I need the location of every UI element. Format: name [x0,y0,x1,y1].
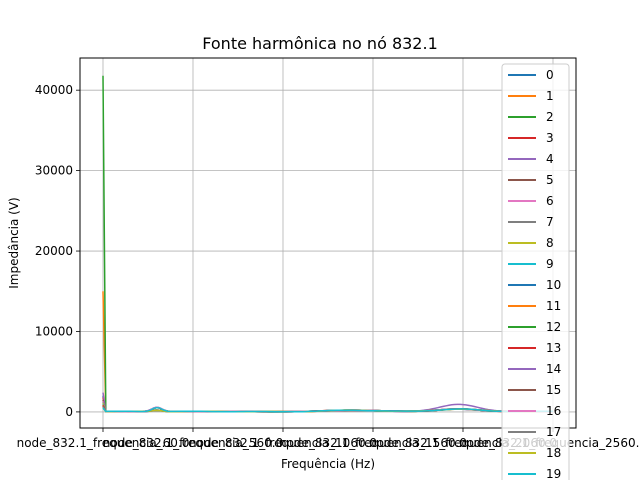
legend-label: 18 [546,446,561,460]
legend-label: 2 [546,110,554,124]
y-axis: 0 10000 20000 30000 40000 [35,83,80,419]
legend-label: 12 [546,320,561,334]
legend-label: 17 [546,425,561,439]
legend-label: 4 [546,152,554,166]
y-tick-label: 40000 [35,83,73,97]
x-tick-label: node_832.1_frequencia_1560.0 [279,436,467,450]
legend-label: 9 [546,257,554,271]
plot-frame [79,57,577,429]
legend-label: 14 [546,362,561,376]
legend-label: 0 [546,68,554,82]
y-axis-label: Impedância (V) [7,197,21,288]
legend-label: 7 [546,215,554,229]
y-tick-label: 30000 [35,164,73,178]
series-lines [102,75,554,413]
legend-label: 16 [546,404,561,418]
x-axis-label: Frequência (Hz) [281,457,375,471]
x-tick-label: node_832.1_frequencia_1060.0 [189,436,377,450]
legend-label: 15 [546,383,561,397]
legend-label: 8 [546,236,554,250]
legend-label: 5 [546,173,554,187]
legend-label: 3 [546,131,554,145]
y-tick-label: 0 [65,405,73,419]
legend-box [501,63,570,480]
legend-label: 1 [546,89,554,103]
series-line-19 [102,406,553,413]
x-tick-label: node_832.1_frequencia_60.0 [17,436,190,450]
y-tick-label: 10000 [35,324,73,338]
legend-label: 19 [546,467,561,480]
legend-label: 10 [546,278,561,292]
y-tick-label: 20000 [35,244,73,258]
legend-label: 6 [546,194,554,208]
legend-label: 13 [546,341,561,355]
x-tick-label: node_832.1_frequencia_560.0 [103,436,283,450]
chart-title: Fonte harmônica no nó 832.1 [202,34,438,53]
legend-label: 11 [546,299,561,313]
